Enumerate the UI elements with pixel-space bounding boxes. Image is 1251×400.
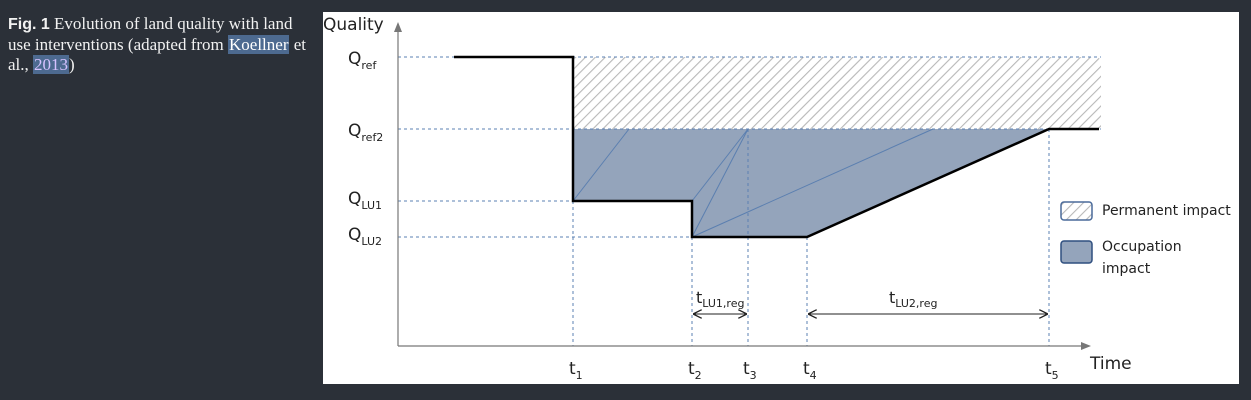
permanent-impact-area (573, 57, 1101, 129)
x-tick-t3: t3 (743, 359, 757, 382)
legend-occupation-label-line2: impact (1102, 261, 1151, 277)
interval-lu2-label: tLU2,reg (889, 288, 937, 310)
figure-diagram: Quality Time Qref Qref2 QLU1 QLU2 t1 t2 … (323, 12, 1239, 384)
x-axis-arrow (1081, 342, 1091, 350)
y-axis-arrow (394, 22, 402, 32)
y-label-qref: Qref (348, 49, 377, 72)
legend-occupation-swatch (1060, 240, 1093, 264)
legend-permanent-label: Permanent impact (1102, 203, 1231, 219)
quality-curve (454, 55, 1099, 239)
x-tick-t4: t4 (803, 359, 817, 382)
legend: Permanent impact Occupation impact (1060, 201, 1231, 277)
y-label-qlu1: QLU1 (348, 189, 382, 212)
figure-caption: Fig. 1 Evolution of land quality with la… (8, 14, 308, 75)
legend-occupation-label-line1: Occupation (1102, 239, 1182, 255)
y-axis-title: Quality (323, 15, 384, 35)
caption-text-end: ) (69, 55, 75, 74)
author-link[interactable]: Koellner (228, 35, 290, 54)
caption-text-middle: et al., (8, 35, 307, 74)
x-tick-t5: t5 (1045, 359, 1059, 382)
legend-permanent-swatch (1060, 201, 1093, 221)
axes (397, 26, 1085, 347)
year-link[interactable]: 2013 (33, 55, 70, 74)
y-label-qlu2: QLU2 (348, 225, 382, 248)
y-label-qref2: Qref2 (348, 121, 383, 144)
figure-label: Fig. 1 (8, 16, 50, 33)
caption-text: Evolution of land quality with land use … (8, 14, 293, 54)
x-tick-t1: t1 (569, 359, 583, 382)
x-axis-title: Time (1089, 354, 1132, 374)
land-quality-diagram: Quality Time Qref Qref2 QLU1 QLU2 t1 t2 … (323, 15, 1231, 382)
interval-lu1-label: tLU1,reg (696, 288, 744, 310)
occupation-impact-area (573, 129, 1049, 237)
horizontal-guides (398, 56, 1101, 238)
regeneration-lines (572, 128, 934, 238)
x-tick-t2: t2 (688, 359, 702, 382)
